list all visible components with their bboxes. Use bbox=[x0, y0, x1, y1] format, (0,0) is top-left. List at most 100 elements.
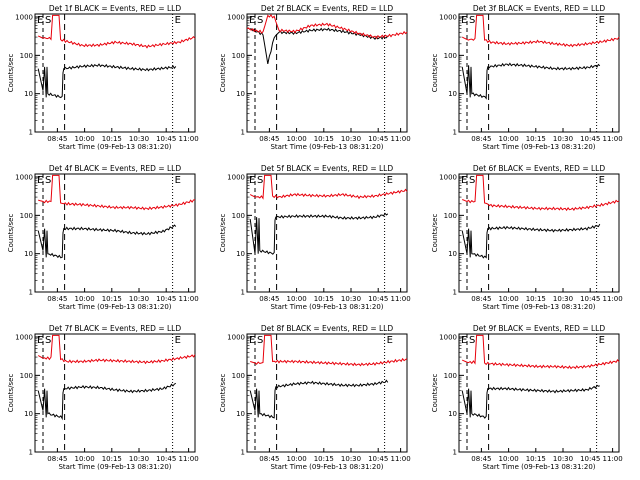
y-tick-label: 100 bbox=[232, 212, 245, 220]
x-tick-label: 10:45 bbox=[156, 135, 176, 143]
x-axis-label: Start Time (09-Feb-13 08:31:20) bbox=[270, 303, 383, 311]
marker-e-label: E bbox=[175, 335, 181, 346]
series-line-events bbox=[461, 223, 601, 259]
y-tick-label: 1 bbox=[29, 449, 33, 457]
marker-e-label: E bbox=[599, 15, 605, 26]
marker-e-label-left: E bbox=[37, 335, 43, 346]
marker-s-label: S bbox=[469, 175, 475, 186]
x-tick-label: 10:30 bbox=[129, 135, 149, 143]
y-tick-label: 1 bbox=[29, 129, 33, 137]
panel-title: Det 6f BLACK = Events, RED = LLD bbox=[473, 164, 606, 173]
panel-title: Det 3f BLACK = Events, RED = LLD bbox=[473, 4, 606, 13]
series-line-lld bbox=[462, 174, 620, 212]
x-tick-label: 08:45 bbox=[259, 455, 279, 463]
marker-s-label: S bbox=[257, 15, 263, 26]
x-tick-label: 10:00 bbox=[75, 295, 95, 303]
x-tick-label: 10:00 bbox=[75, 455, 95, 463]
x-tick-label: 10:45 bbox=[580, 135, 600, 143]
y-tick-label: 1 bbox=[453, 129, 457, 137]
y-axis-label: Counts/sec bbox=[219, 54, 227, 93]
y-tick-label: 10 bbox=[236, 250, 245, 258]
y-tick-label: 1 bbox=[241, 449, 245, 457]
x-axis-label: Start Time (09-Feb-13 08:31:20) bbox=[482, 143, 595, 151]
y-tick-label: 1 bbox=[29, 289, 33, 297]
x-tick-label: 11:00 bbox=[603, 295, 623, 303]
y-tick-label: 1 bbox=[453, 449, 457, 457]
x-tick-label: 10:15 bbox=[526, 295, 546, 303]
x-axis-label: Start Time (09-Feb-13 08:31:20) bbox=[482, 463, 595, 471]
panel-title: Det 5f BLACK = Events, RED = LLD bbox=[261, 164, 394, 173]
series-line-lld bbox=[249, 174, 408, 200]
x-tick-label: 10:00 bbox=[499, 135, 519, 143]
x-axis-label: Start Time (09-Feb-13 08:31:20) bbox=[270, 143, 383, 151]
detector-panel-8: Det 8f BLACK = Events, RED = LLD 1 10 100 10… bbox=[219, 324, 411, 471]
y-tick-label: 1000 bbox=[15, 174, 33, 182]
x-tick-label: 10:00 bbox=[499, 295, 519, 303]
marker-s-label: S bbox=[45, 15, 51, 26]
y-tick-label: 10 bbox=[448, 410, 457, 418]
y-tick-label: 1 bbox=[241, 129, 245, 137]
y-tick-label: 1000 bbox=[227, 334, 245, 342]
series-line-lld bbox=[250, 334, 408, 367]
x-tick-label: 10:30 bbox=[129, 295, 149, 303]
detector-panel-5: Det 5f BLACK = Events, RED = LLD 1 10 100 10… bbox=[219, 164, 411, 311]
marker-s-label: S bbox=[469, 335, 475, 346]
detector-panel-2: Det 2f BLACK = Events, RED = LLD 1 10 100 10… bbox=[219, 4, 411, 151]
plot-frame bbox=[34, 173, 196, 293]
x-tick-label: 10:45 bbox=[580, 295, 600, 303]
y-tick-label: 100 bbox=[20, 52, 33, 60]
y-tick-label: 10 bbox=[236, 410, 245, 418]
x-tick-label: 10:30 bbox=[129, 455, 149, 463]
x-axis-label: Start Time (09-Feb-13 08:31:20) bbox=[270, 463, 383, 471]
detector-panel-9: Det 9f BLACK = Events, RED = LLD 1 10 100 10… bbox=[431, 324, 623, 471]
y-tick-label: 100 bbox=[232, 52, 245, 60]
marker-e-label-left: E bbox=[249, 15, 255, 26]
marker-e-label-left: E bbox=[249, 175, 255, 186]
detector-panel-4: Det 4f BLACK = Events, RED = LLD 1 10 100 10… bbox=[7, 164, 199, 311]
marker-e-label-left: E bbox=[37, 15, 43, 26]
x-tick-label: 11:00 bbox=[391, 455, 411, 463]
x-tick-label: 11:00 bbox=[179, 455, 199, 463]
x-tick-label: 10:15 bbox=[526, 135, 546, 143]
series-line-lld bbox=[37, 334, 196, 365]
series-line-lld bbox=[461, 14, 620, 48]
x-tick-label: 10:15 bbox=[526, 455, 546, 463]
marker-e-label-left: E bbox=[461, 15, 467, 26]
x-tick-label: 08:45 bbox=[47, 455, 67, 463]
plot-frame bbox=[34, 13, 196, 133]
x-tick-label: 11:00 bbox=[603, 455, 623, 463]
x-tick-label: 08:45 bbox=[47, 295, 67, 303]
marker-e-label: E bbox=[387, 15, 393, 26]
panel-title: Det 7f BLACK = Events, RED = LLD bbox=[49, 324, 182, 333]
series-line-events bbox=[37, 63, 177, 99]
plot-frame bbox=[246, 173, 408, 293]
x-tick-label: 10:15 bbox=[102, 135, 122, 143]
marker-e-label: E bbox=[175, 15, 181, 26]
marker-s-label: S bbox=[45, 175, 51, 186]
marker-e-label-left: E bbox=[37, 175, 43, 186]
plot-frame bbox=[246, 333, 408, 453]
x-tick-label: 10:45 bbox=[368, 455, 388, 463]
x-tick-label: 10:00 bbox=[287, 135, 307, 143]
marker-e-label: E bbox=[175, 175, 181, 186]
y-axis-label: Counts/sec bbox=[219, 374, 227, 413]
x-axis-label: Start Time (09-Feb-13 08:31:20) bbox=[58, 303, 171, 311]
x-axis-label: Start Time (09-Feb-13 08:31:20) bbox=[482, 303, 595, 311]
marker-e-label-left: E bbox=[461, 335, 467, 346]
y-axis-label: Counts/sec bbox=[431, 54, 439, 93]
x-tick-label: 10:30 bbox=[341, 295, 361, 303]
y-tick-label: 1 bbox=[241, 289, 245, 297]
plot-frame bbox=[458, 173, 620, 293]
series-line-lld bbox=[246, 14, 408, 39]
x-tick-label: 11:00 bbox=[179, 295, 199, 303]
detector-panel-1: Det 1f BLACK = Events, RED = LLD 1 10 100 10… bbox=[7, 4, 199, 151]
x-tick-label: 08:45 bbox=[471, 135, 491, 143]
series-line-events bbox=[461, 384, 600, 419]
marker-e-label: E bbox=[387, 335, 393, 346]
x-tick-label: 10:15 bbox=[314, 135, 334, 143]
marker-e-label-left: E bbox=[461, 175, 467, 186]
y-axis-label: Counts/sec bbox=[7, 374, 15, 413]
detector-panel-7: Det 7f BLACK = Events, RED = LLD 1 10 100 10… bbox=[7, 324, 199, 471]
x-tick-label: 08:45 bbox=[471, 295, 491, 303]
y-tick-label: 100 bbox=[444, 52, 457, 60]
